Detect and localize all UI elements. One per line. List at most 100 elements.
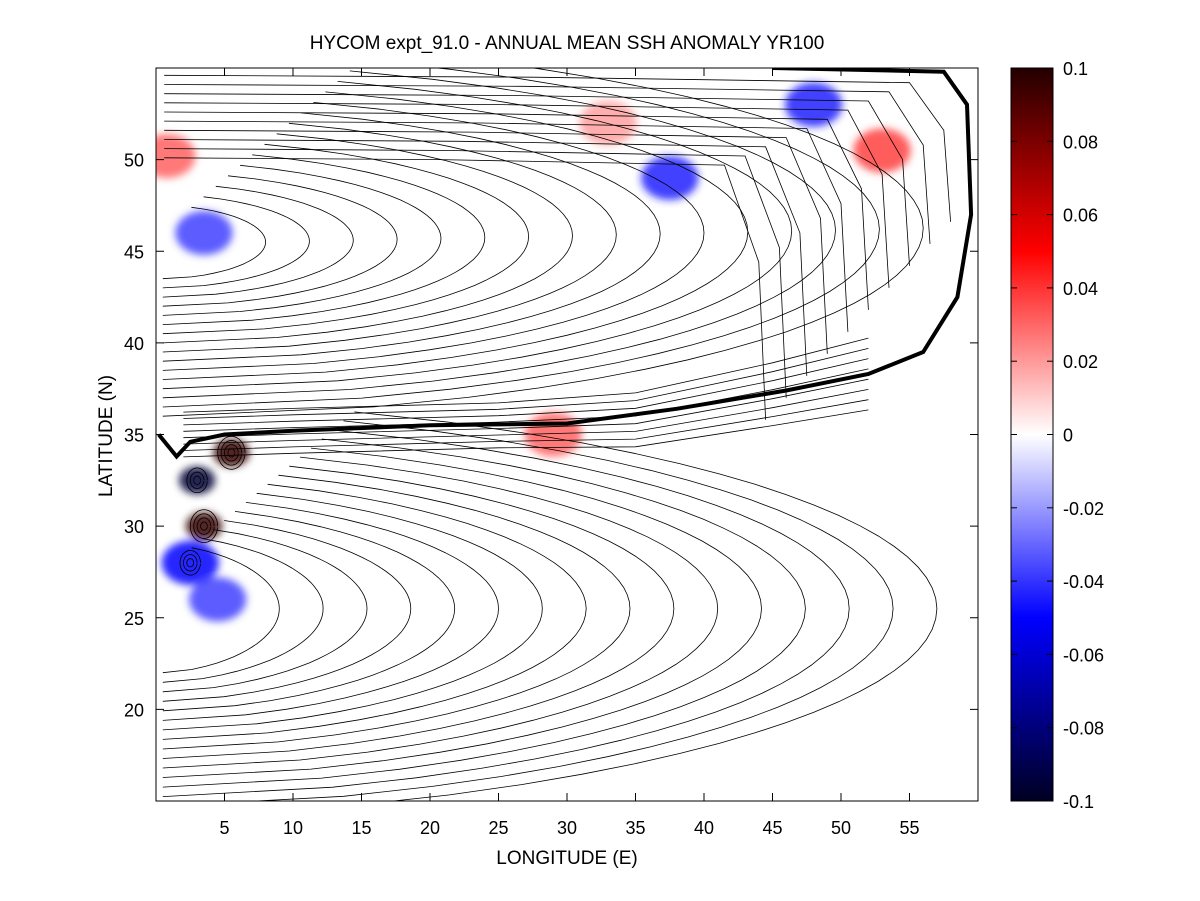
contour-line [162,112,661,362]
contour-line [162,538,324,683]
x-tick-label: 5 [219,818,229,838]
contour-line [164,157,766,420]
contour-line [186,558,195,568]
x-tick-label: 25 [488,818,508,838]
colorbar-ticks: 0.1 0.08 0.06 0.04 0.02 0 -0.02 -0.04 -0.06 -0.08… [1011,59,1104,812]
bold-front-contour [157,68,974,460]
y-tick-label: 35 [124,426,144,446]
contour-line [182,554,198,572]
contour-line [354,411,938,801]
anomaly-field [156,82,911,622]
chart-title: HYCOM expt_91.0 - ANNUAL MEAN SSH ANOMAL… [310,33,825,54]
contour-line [162,185,354,298]
colorbar-tick-label: 0.1 [1063,59,1088,79]
y-axis-ticks: 20 25 30 35 40 45 50 [124,151,978,720]
x-tick-label: 10 [283,818,303,838]
y-tick-label: 30 [124,517,144,537]
x-tick-label: 50 [831,818,851,838]
anomaly-cell [156,133,196,178]
x-tick-label: 55 [899,818,919,838]
contour-line [162,164,442,316]
contour-line [162,154,486,325]
contour-line [164,84,931,244]
x-tick-label: 30 [557,818,577,838]
contour-line [183,337,869,413]
anomaly-cell [853,128,911,173]
contour-line [200,521,208,531]
contour-line [164,120,849,332]
contour-line [193,513,215,539]
contour-line [162,429,850,797]
contour-line [162,502,499,721]
contour-line [162,520,412,702]
contour-line [162,175,398,307]
colorbar-tick-label: -0.04 [1063,572,1104,592]
contour-line [162,81,793,390]
contour-line [162,438,806,788]
contour-line [162,474,631,750]
anomaly-cell [185,512,223,541]
contour-line [162,133,573,344]
anomaly-cell [178,466,216,495]
contour-line [162,68,924,417]
contour-line [220,440,242,466]
contour-line [183,389,869,445]
contour-line [162,196,310,289]
anomaly-cell [161,540,219,585]
anomaly-cell [175,210,233,255]
contour-line [162,102,705,371]
contour-line [183,409,869,458]
contour-line [179,549,201,576]
y-tick-label: 45 [124,242,144,262]
x-tick-label: 20 [420,818,440,838]
contour-line [162,492,543,731]
colorbar-tick-label: -0.06 [1063,645,1104,665]
contour-line [164,102,890,288]
contour-line [189,509,219,544]
contour-line [196,517,212,535]
colorbar-tick-label: 0 [1063,426,1073,446]
y-tick-label: 20 [124,700,144,720]
y-axis-label: LATITUDE (N) [96,375,117,497]
colorbar-gradient [1010,67,1054,802]
colorbar-tick-label: -0.08 [1063,719,1104,739]
y-tick-label: 40 [124,334,144,354]
contour-line [162,447,762,778]
anomaly-cell [579,100,637,145]
contour-line [162,529,368,693]
y-tick-label: 25 [124,609,144,629]
contour-line [189,471,205,489]
x-axis-label: LONGITUDE (E) [496,848,637,869]
x-tick-label: 15 [351,818,371,838]
plot-frame [155,67,979,802]
contour-line [162,456,719,769]
contour-line [183,378,869,439]
contour-line [183,399,869,451]
contour-line [183,348,869,419]
contour-line [183,358,869,426]
colorbar-tick-label: -0.1 [1063,792,1094,812]
contour-line [162,511,456,712]
contour-line [183,368,869,432]
plot-area: 5 10 15 20 25 30 35 40 45 50 55 20 25 30 35 40 45 50 [124,67,979,838]
colorbar-tick-label: 0.04 [1063,279,1098,299]
contour-line [162,465,675,759]
contour-line [162,483,587,740]
colorbar-tick-label: -0.02 [1063,499,1104,519]
contour-line [164,139,808,376]
contour-line [193,475,201,485]
contour-line [162,206,267,280]
anomaly-cell [213,438,250,467]
contour-line [217,435,246,470]
contour-line [162,143,530,335]
contour-line [162,70,836,399]
contour-line [186,467,208,493]
contour-line [164,74,951,222]
y-tick-label: 50 [124,151,144,171]
contour-line [162,91,749,380]
colorbar-tick-label: 0.06 [1063,206,1098,226]
anomaly-cell [189,577,247,622]
contour-line [162,68,880,408]
anomaly-cell [641,155,699,200]
